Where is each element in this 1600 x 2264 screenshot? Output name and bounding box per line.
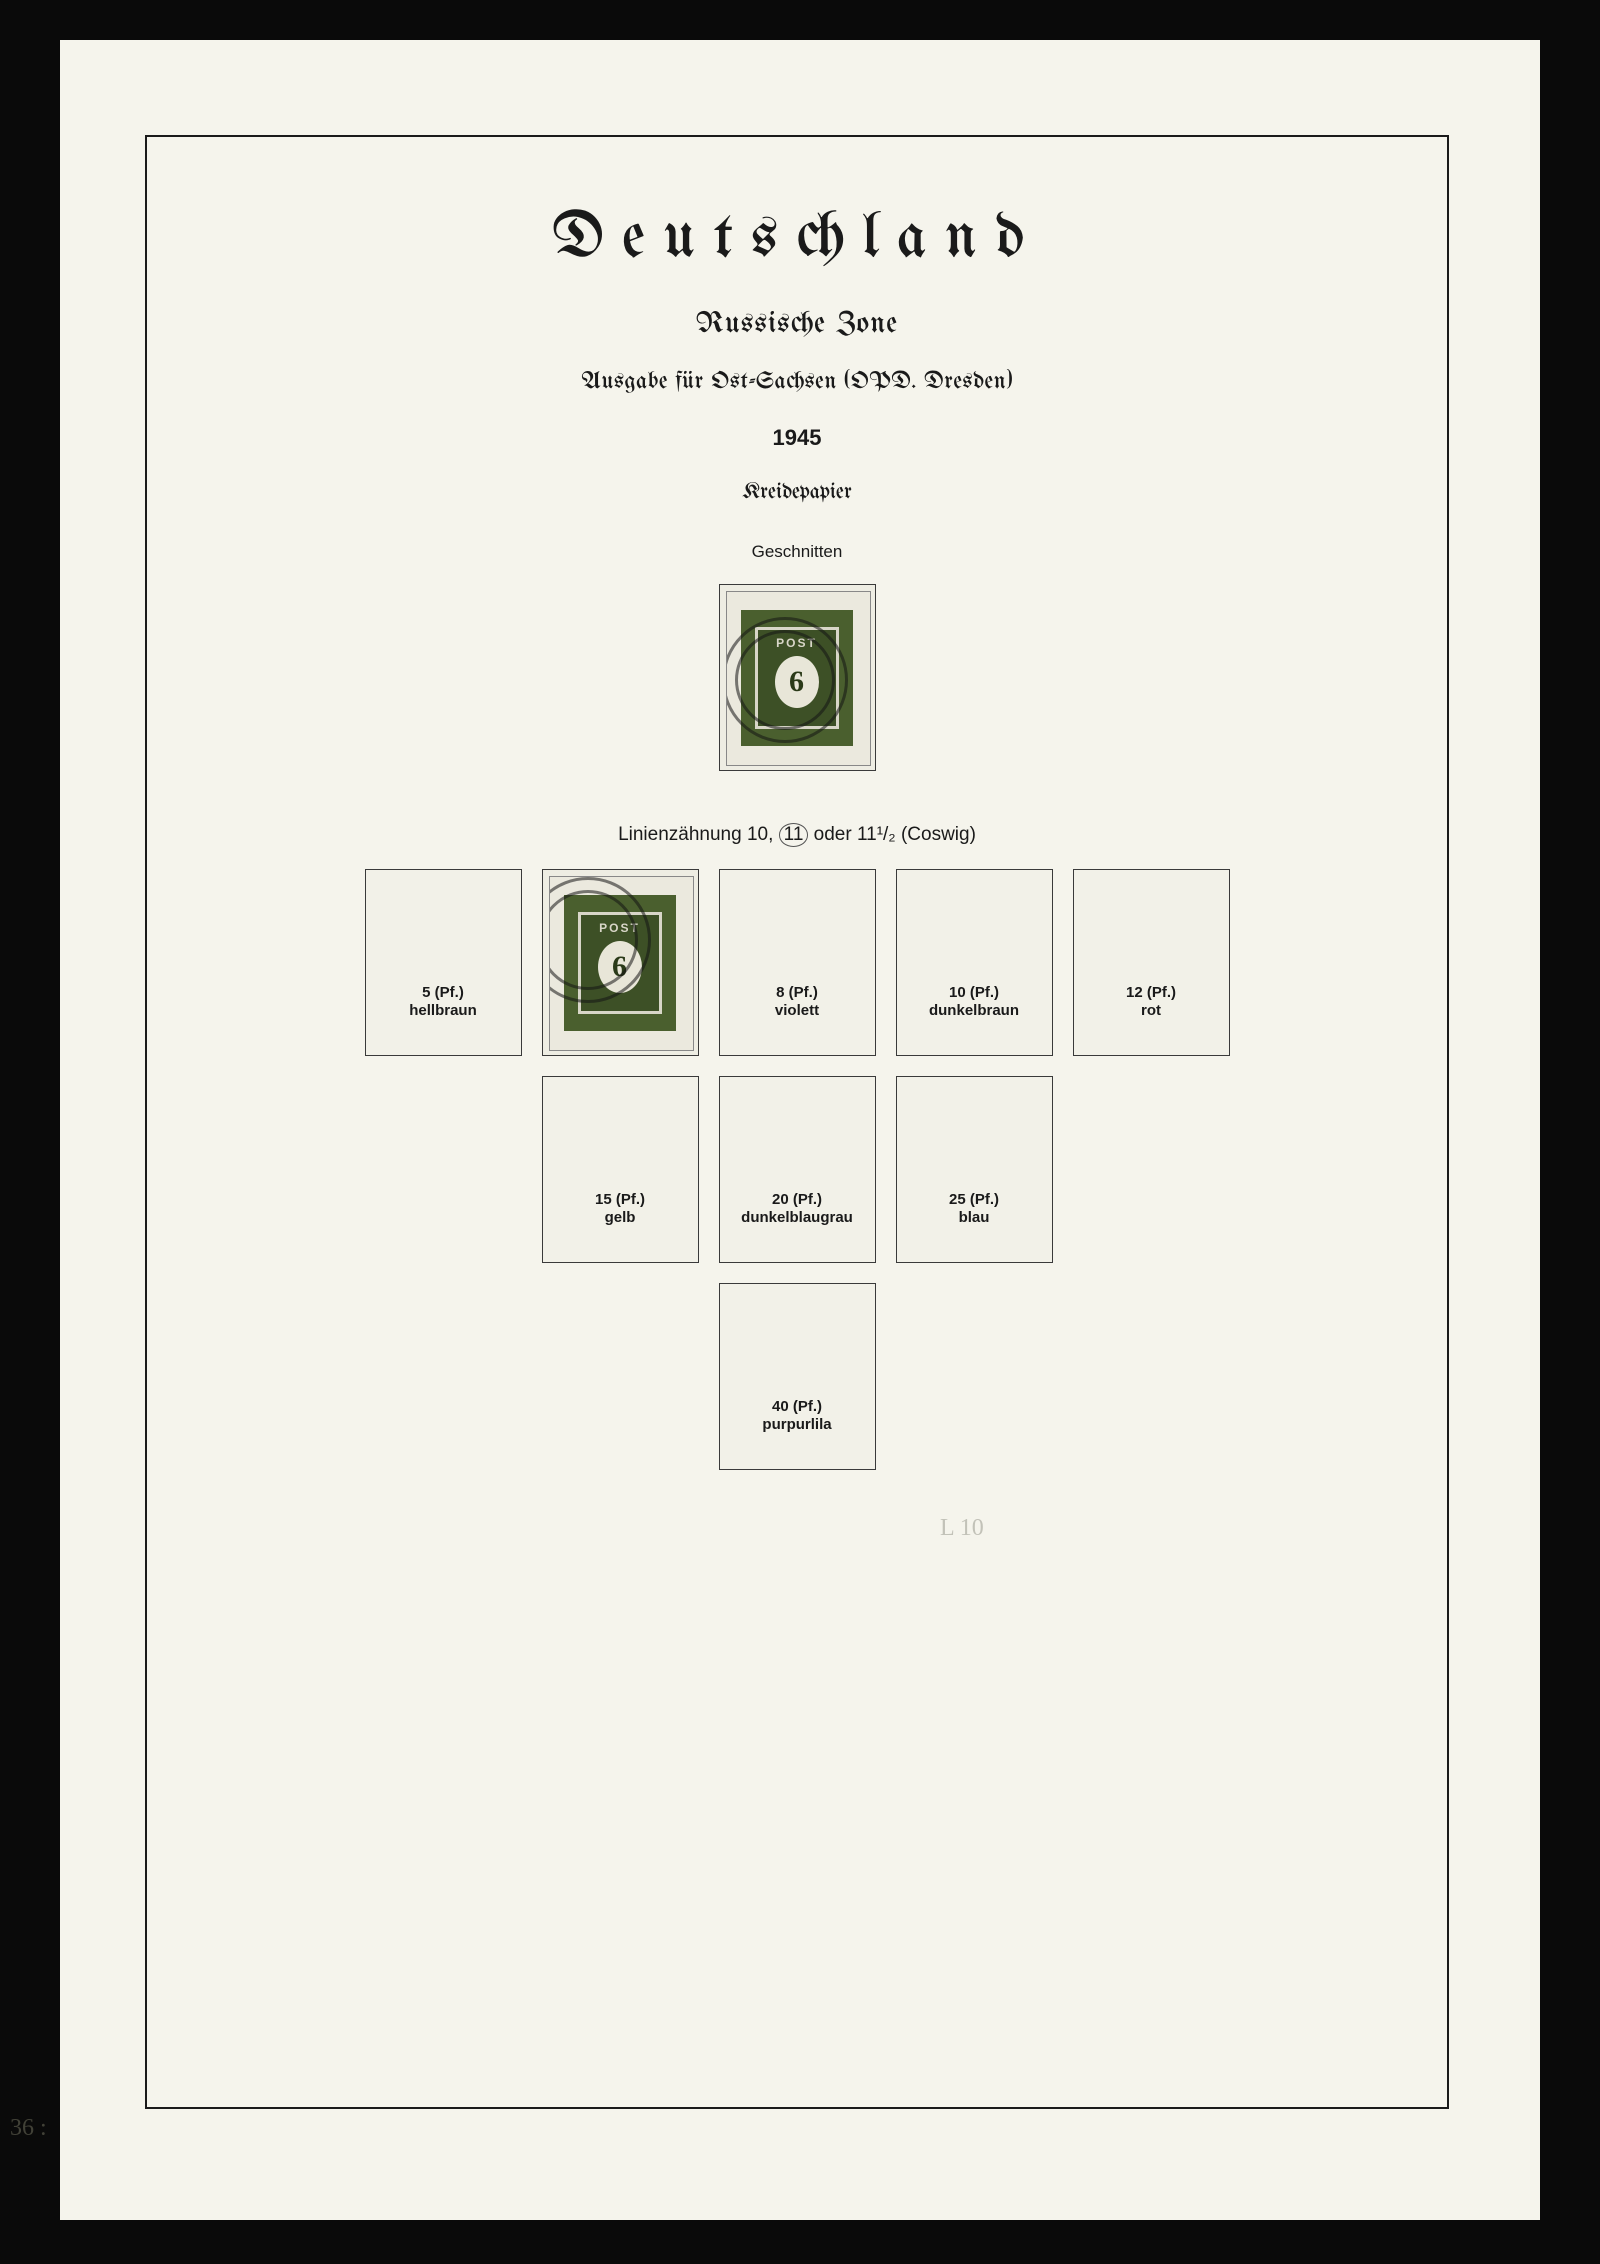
slot-label: 10 (Pf.) dunkelbraun [929, 984, 1019, 1022]
year-label: 1945 [147, 425, 1447, 451]
perf-label-pre: Linienzähnung 10, [618, 824, 779, 845]
stamp-value: 6 [789, 665, 804, 699]
perf-label-post: oder 11¹/₂ (Coswig) [808, 824, 976, 845]
grid-row-1: 5 (Pf.) hellbraun POST 6 [365, 869, 1230, 1056]
stamp-post-text: POST [776, 636, 817, 650]
section1-label: Geschnitten [147, 542, 1447, 562]
slot-label: 15 (Pf.) gelb [595, 1191, 645, 1229]
slot-label: 40 (Pf.) purpurlila [762, 1398, 831, 1436]
slot-label: 8 (Pf.) violett [775, 984, 819, 1022]
stamp-slot-12pf: 12 (Pf.) rot [1073, 869, 1230, 1056]
stamp-body: POST 6 [741, 610, 853, 746]
stamp-slot-8pf: 8 (Pf.) violett [719, 869, 876, 1056]
page-title: Deutschland [147, 207, 1447, 273]
perf-label-circled: 11 [779, 823, 809, 847]
pencil-annotation-2: 36 : [10, 2115, 47, 2142]
stamp-slot-6pf: POST 6 [542, 869, 699, 1056]
stamp-slot-10pf: 10 (Pf.) dunkelbraun [896, 869, 1053, 1056]
subtitle-issue: Ausgabe für Ost-Sachsen (OPD. Dresden) [147, 370, 1447, 395]
stamp-slot-25pf: 25 (Pf.) blau [896, 1076, 1053, 1263]
slot-label: 20 (Pf.) dunkelblaugrau [741, 1191, 853, 1229]
stamp-slot-5pf: 5 (Pf.) hellbraun [365, 869, 522, 1056]
grid-row-3: 40 (Pf.) purpurlila [719, 1283, 876, 1470]
pencil-annotation-1: L 10 [940, 1515, 984, 1542]
stamp-design: POST 6 [578, 912, 662, 1014]
page-frame: Deutschland Russische Zone Ausgabe für O… [145, 135, 1449, 2109]
slot-label: 25 (Pf.) blau [949, 1191, 999, 1229]
stamp-body: POST 6 [564, 895, 676, 1031]
stamp-image: POST 6 [549, 876, 694, 1051]
grid-row-2: 15 (Pf.) gelb 20 (Pf.) dunkelblaugrau 25… [542, 1076, 1053, 1263]
stamp-value: 6 [612, 950, 627, 984]
album-page: Deutschland Russische Zone Ausgabe für O… [60, 40, 1540, 2220]
stamp-oval: 6 [598, 941, 642, 993]
slot-label: 5 (Pf.) hellbraun [409, 984, 477, 1022]
stamp-slot-40pf: 40 (Pf.) purpurlila [719, 1283, 876, 1470]
header-block: Deutschland Russische Zone Ausgabe für O… [147, 207, 1447, 504]
stamp-oval: 6 [775, 656, 819, 708]
stamp-post-text: POST [599, 921, 640, 935]
stamp-slot-geschnitten: POST 6 [719, 584, 876, 771]
stamp-slot-15pf: 15 (Pf.) gelb [542, 1076, 699, 1263]
stamp-design: POST 6 [755, 627, 839, 729]
stamp-image: POST 6 [726, 591, 871, 766]
single-stamp-row: POST 6 [147, 584, 1447, 771]
stamp-grid: 5 (Pf.) hellbraun POST 6 [147, 869, 1447, 1490]
paper-label: Kreidepapier [147, 481, 1447, 504]
section2-label: Linienzähnung 10, 11 oder 11¹/₂ (Coswig) [147, 823, 1447, 847]
stamp-slot-20pf: 20 (Pf.) dunkelblaugrau [719, 1076, 876, 1263]
subtitle-zone: Russische Zone [147, 308, 1447, 340]
slot-label: 12 (Pf.) rot [1126, 984, 1176, 1022]
